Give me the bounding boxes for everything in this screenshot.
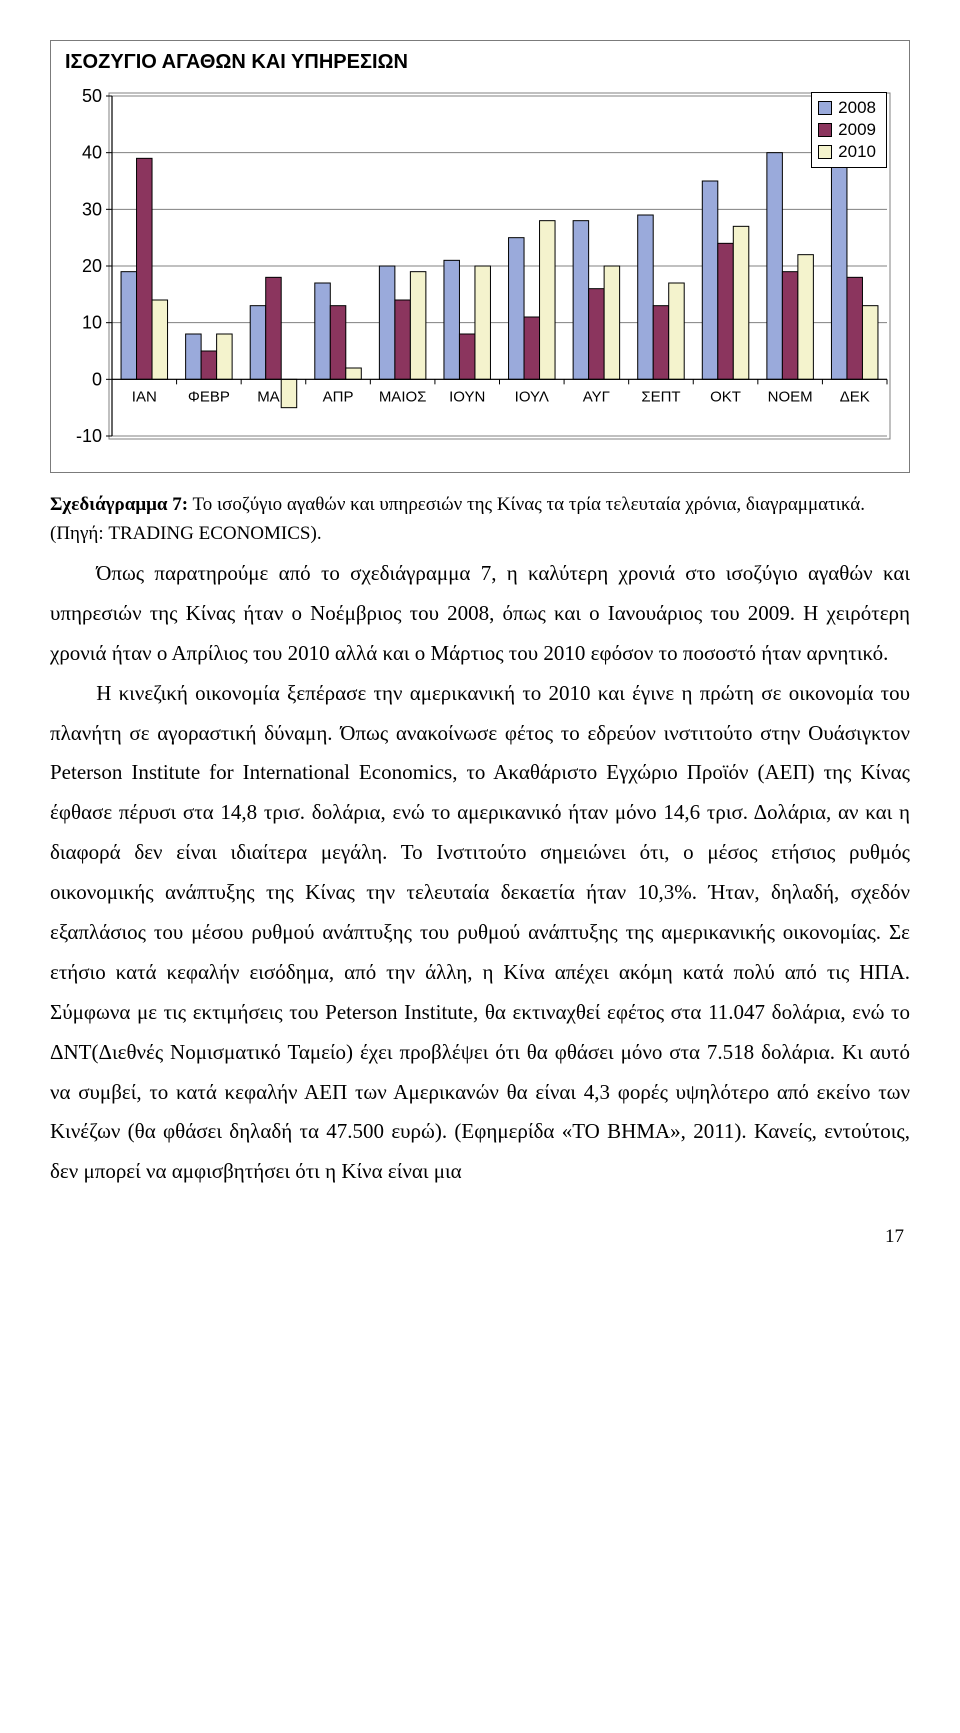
legend-swatch — [818, 145, 832, 159]
legend-label: 2009 — [838, 120, 876, 140]
svg-text:ΙΑΝ: ΙΑΝ — [132, 388, 157, 405]
svg-text:40: 40 — [82, 143, 102, 163]
legend-item: 2008 — [818, 97, 876, 119]
svg-text:ΑΥΓ: ΑΥΓ — [583, 388, 610, 405]
chart-title: ΙΣΟΖΥΓΙΟ ΑΓΑΘΩΝ ΚΑΙ ΥΠΗΡΕΣΙΩΝ — [65, 51, 895, 74]
body-paragraph: Όπως παρατηρούμε από το σχεδιάγραμμα 7, … — [50, 554, 910, 674]
figure-caption: Σχεδιάγραμμα 7: Το ισοζύγιο αγαθών και υ… — [50, 491, 910, 548]
legend-label: 2008 — [838, 98, 876, 118]
svg-text:ΙΟΥΛ: ΙΟΥΛ — [515, 388, 549, 405]
svg-text:30: 30 — [82, 199, 102, 219]
legend-label: 2010 — [838, 142, 876, 162]
svg-text:ΟΚΤ: ΟΚΤ — [710, 388, 741, 405]
caption-bold: Σχεδιάγραμμα 7: — [50, 494, 188, 515]
svg-text:ΔΕΚ: ΔΕΚ — [840, 388, 870, 405]
chart-container: ΙΣΟΖΥΓΙΟ ΑΓΑΘΩΝ ΚΑΙ ΥΠΗΡΕΣΙΩΝ -10 0 10 20 30… — [50, 40, 910, 473]
legend-item: 2009 — [818, 119, 876, 141]
chart-legend: 200820092010 — [811, 92, 887, 168]
svg-text:20: 20 — [82, 256, 102, 276]
legend-item: 2010 — [818, 141, 876, 163]
body-text-block: Όπως παρατηρούμε από το σχεδιάγραμμα 7, … — [50, 554, 910, 1192]
legend-swatch — [818, 101, 832, 115]
svg-text:ΝΟΕΜ: ΝΟΕΜ — [768, 388, 813, 405]
svg-text:ΙΟΥΝ: ΙΟΥΝ — [449, 388, 485, 405]
svg-text:ΜΑΙΟΣ: ΜΑΙΟΣ — [379, 388, 427, 405]
page-number: 17 — [50, 1226, 910, 1248]
svg-text:0: 0 — [92, 369, 102, 389]
svg-text:50: 50 — [82, 86, 102, 106]
chart-inner: -1001020304050ΙΑΝΦΕΒΡΜΑΡΑΠΡΜΑΙΟΣΙΟΥΝΙΟΥΛ… — [57, 86, 903, 466]
svg-text:ΣΕΠΤ: ΣΕΠΤ — [641, 388, 680, 405]
legend-swatch — [818, 123, 832, 137]
svg-text:-10: -10 — [76, 426, 102, 446]
body-paragraph: Η κινεζική οικονομία ξεπέρασε την αμερικ… — [50, 674, 910, 1193]
svg-text:ΦΕΒΡ: ΦΕΒΡ — [188, 388, 230, 405]
bar-chart: -1001020304050ΙΑΝΦΕΒΡΜΑΡΑΠΡΜΑΙΟΣΙΟΥΝΙΟΥΛ… — [57, 86, 897, 466]
svg-text:10: 10 — [82, 313, 102, 333]
svg-text:ΑΠΡ: ΑΠΡ — [323, 388, 354, 405]
